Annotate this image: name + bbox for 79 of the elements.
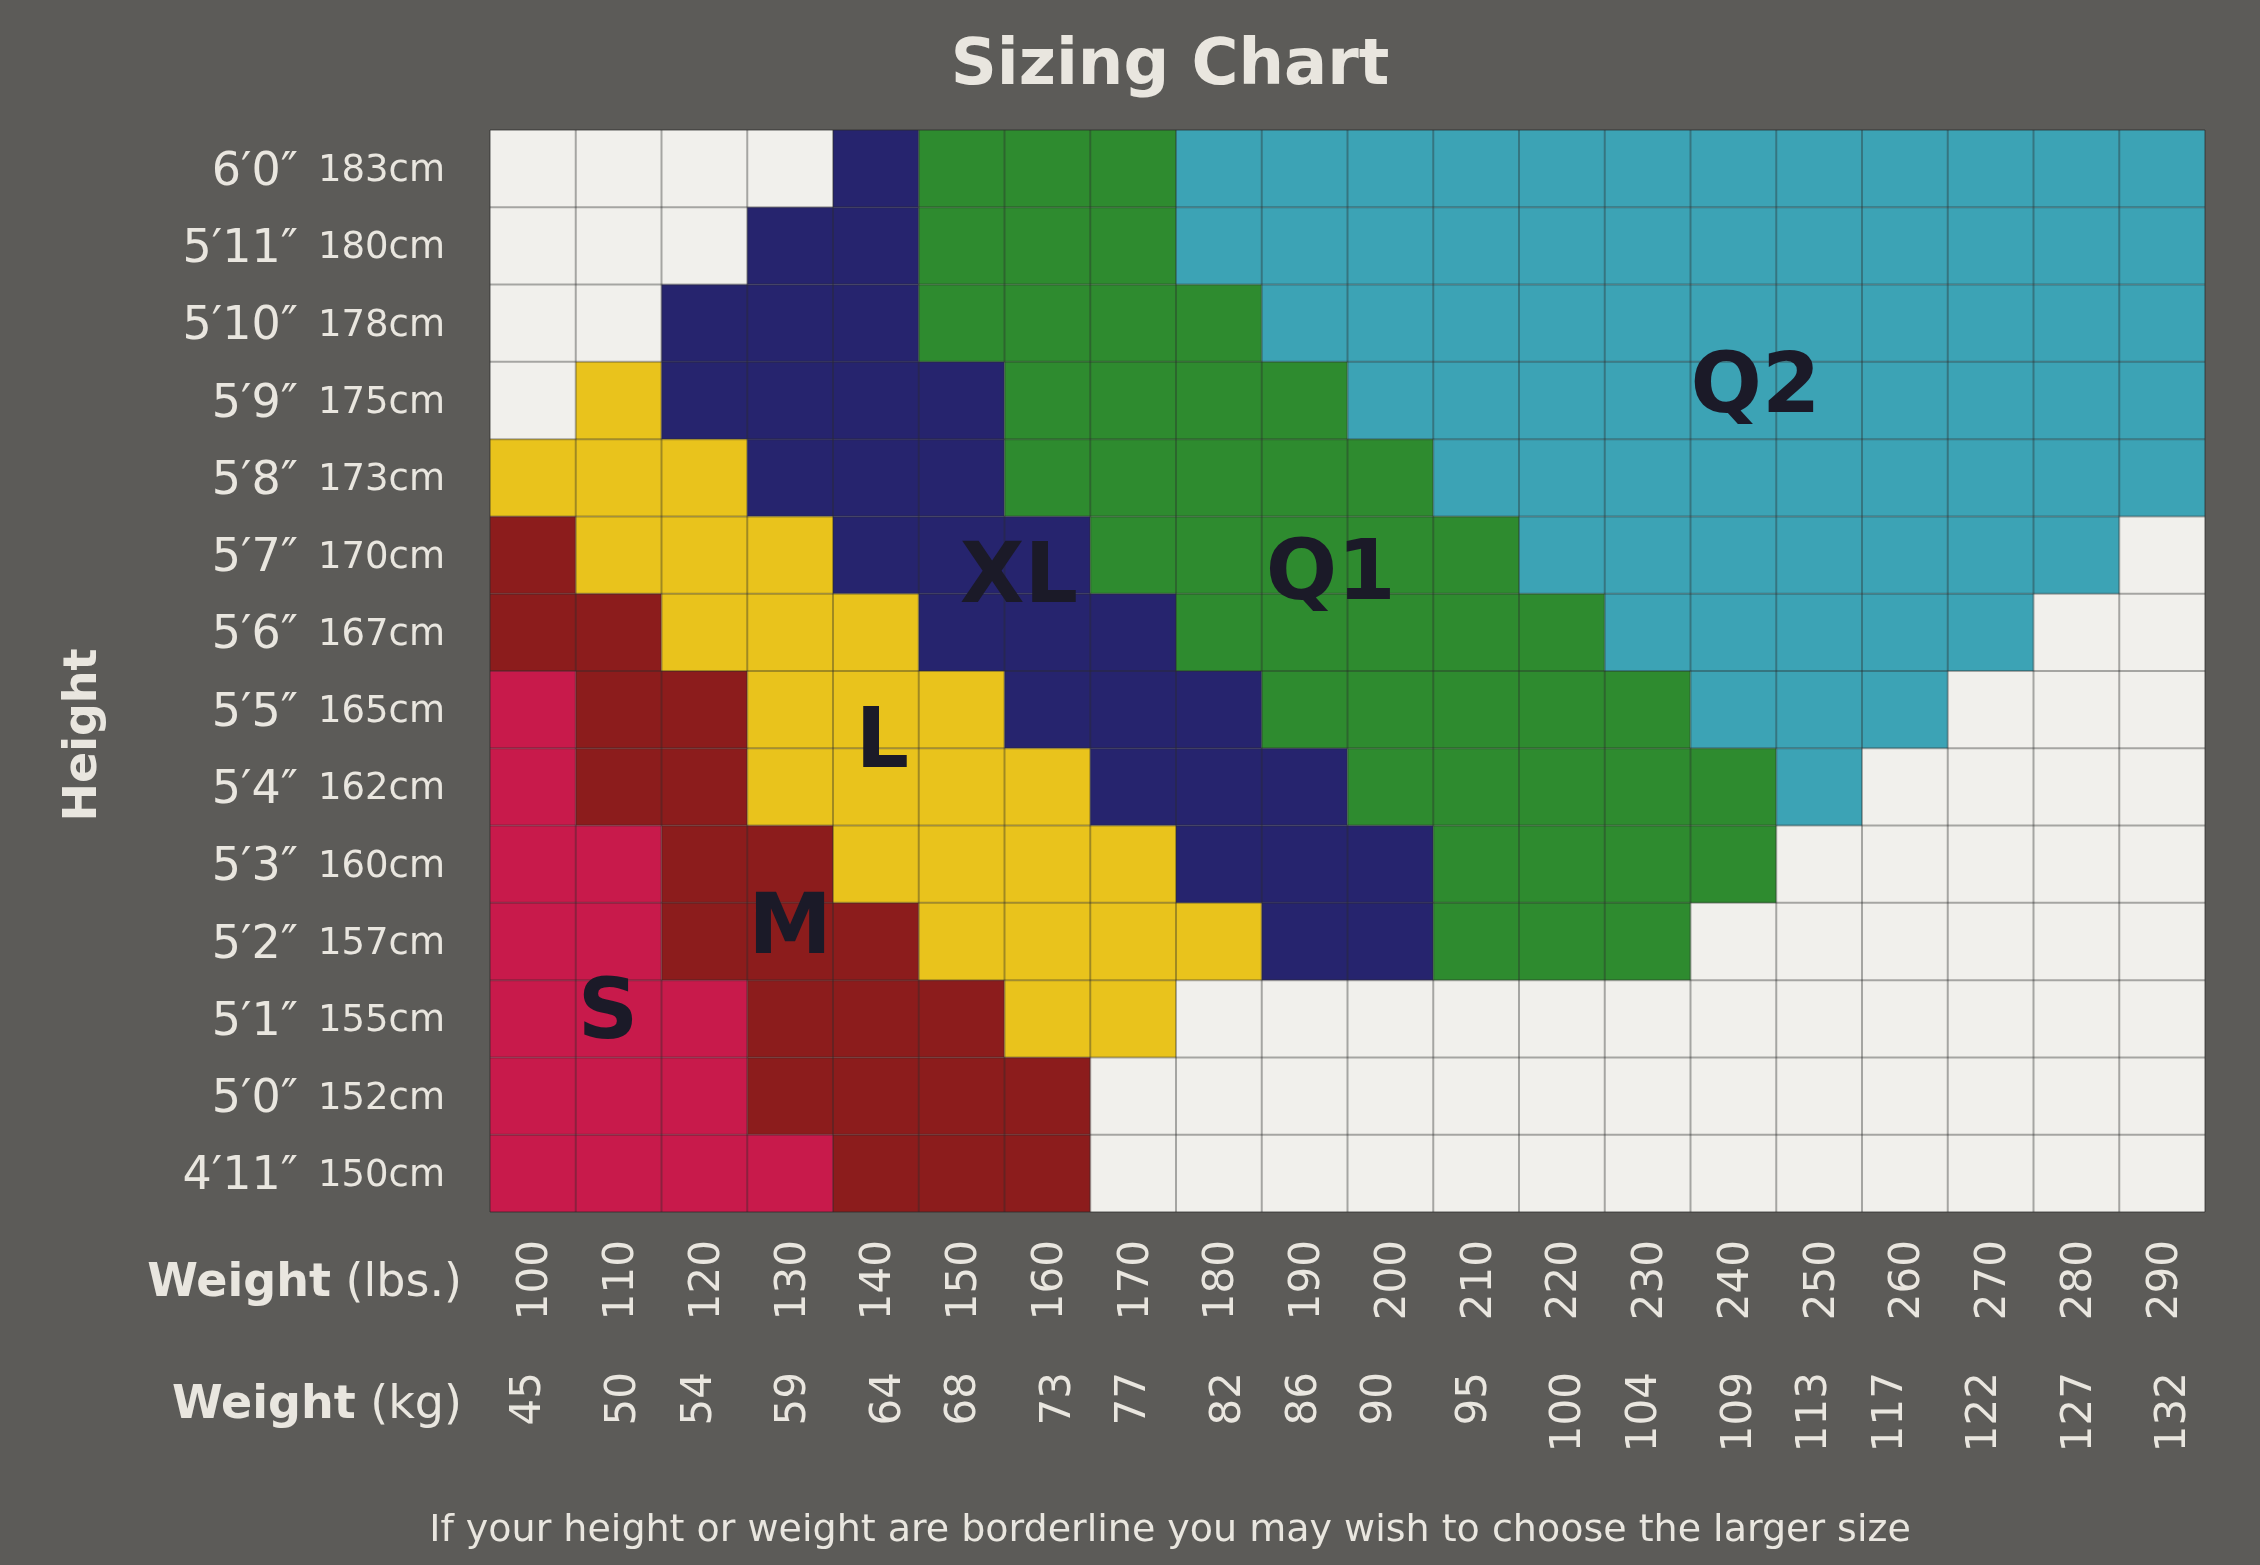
x-tick-label: 100	[508, 1240, 558, 1321]
y2-tick-label: 170cm	[318, 533, 446, 577]
y2-tick-label: 157cm	[318, 920, 446, 963]
x2-axis-title: Weight (kg)	[171, 1375, 462, 1429]
text: If your height or weight are borderline you may wish to choose the larger size	[429, 1506, 1911, 1550]
x-tick-label: 130	[765, 1240, 815, 1321]
x2-tick-label: 86	[1276, 1372, 1326, 1426]
x2-tick-label: 82	[1201, 1372, 1251, 1426]
x2-tick-label: 122	[1957, 1372, 2007, 1453]
x2-tick-label: 109	[1711, 1372, 1761, 1453]
x-tick-label: 250	[1794, 1240, 1844, 1321]
x2-tick-label: 77	[1106, 1372, 1156, 1426]
y-tick-label: 5′11″	[182, 218, 298, 273]
series-label: Q2	[1690, 333, 1821, 432]
x2-tick-label: 117	[1862, 1372, 1912, 1453]
y2-tick-label: 160cm	[318, 842, 446, 886]
x2-tick-label: 54	[671, 1372, 721, 1426]
y-tick-label: 5′5″	[211, 682, 298, 737]
y2-tick-label: 173cm	[318, 456, 446, 500]
x2-tick-label: 64	[860, 1372, 910, 1426]
series-label: Q1	[1265, 521, 1396, 620]
x-tick-label: 140	[851, 1240, 901, 1321]
y-tick-label: 5′4″	[211, 759, 298, 814]
x-tick-label: 280	[2051, 1240, 2101, 1321]
y2-tick-label: 162cm	[318, 765, 446, 809]
x2-tick-label: 104	[1617, 1372, 1667, 1453]
y2-tick-label: 175cm	[318, 379, 446, 422]
y2-tick-label: 167cm	[318, 610, 446, 654]
y2-tick-label: 180cm	[318, 224, 446, 268]
y-tick-label: 5′7″	[211, 528, 298, 583]
x2-tick-label: 100	[1541, 1372, 1591, 1453]
y2-tick-label: 155cm	[318, 997, 446, 1041]
y2-tick-label: 183cm	[318, 147, 446, 191]
y-tick-label: 5′3″	[211, 837, 298, 892]
y-tick-label: 5′9″	[211, 373, 298, 428]
y-tick-label: 6′0″	[211, 141, 298, 196]
x2-tick-label: 90	[1352, 1372, 1402, 1426]
x-tick-label: 270	[1966, 1240, 2016, 1321]
x-tick-label: 230	[1623, 1240, 1673, 1321]
x-tick-label: 220	[1537, 1240, 1587, 1321]
x-tick-label: 110	[594, 1240, 644, 1321]
series-label: S	[577, 960, 639, 1059]
x-tick-label: 120	[679, 1240, 729, 1321]
x-tick-label: 240	[1708, 1240, 1758, 1321]
x-tick-label: 170	[1108, 1240, 1158, 1321]
series-label: L	[855, 689, 909, 788]
y-tick-label: 5′6″	[211, 605, 298, 660]
y2-tick-label: 178cm	[318, 301, 446, 345]
x2-tick-label: 50	[595, 1372, 645, 1426]
y-tick-label: 5′1″	[211, 991, 298, 1046]
y-axis-title: Height	[53, 648, 107, 822]
x-tick-label: 260	[1880, 1240, 1930, 1321]
y-tick-label: 5′8″	[211, 450, 298, 505]
x2-tick-label: 132	[2146, 1372, 2196, 1453]
chart-title: Sizing Chart	[950, 25, 1390, 99]
y-tick-label: 5′2″	[211, 914, 298, 969]
y-tick-label: 5′0″	[211, 1069, 298, 1124]
x2-tick-label: 73	[1030, 1372, 1080, 1426]
x-tick-label: 210	[1451, 1240, 1501, 1321]
x2-tick-label: 113	[1787, 1372, 1837, 1453]
x-tick-label: 180	[1194, 1240, 1244, 1321]
series-label: XL	[959, 524, 1078, 623]
y-tick-label: 4′11″	[182, 1146, 298, 1201]
y-tick-label: 5′10″	[182, 296, 298, 351]
x-tick-label: 150	[937, 1240, 987, 1321]
y2-tick-label: 165cm	[318, 688, 446, 732]
x2-tick-label: 127	[2051, 1372, 2101, 1453]
y2-tick-label: 150cm	[318, 1151, 446, 1195]
x-tick-label: 190	[1280, 1240, 1330, 1321]
x-tick-label: 290	[2137, 1240, 2187, 1321]
x-tick-label: 200	[1365, 1240, 1415, 1321]
x2-tick-label: 59	[766, 1372, 816, 1426]
x2-tick-label: 45	[501, 1372, 551, 1426]
x-axis-title: Weight (lbs.)	[147, 1253, 462, 1307]
x2-tick-label: 95	[1446, 1372, 1496, 1426]
series-label: M	[748, 874, 832, 973]
x2-tick-label: 68	[936, 1372, 986, 1426]
y2-tick-label: 152cm	[318, 1074, 446, 1118]
x-tick-label: 160	[1022, 1240, 1072, 1321]
